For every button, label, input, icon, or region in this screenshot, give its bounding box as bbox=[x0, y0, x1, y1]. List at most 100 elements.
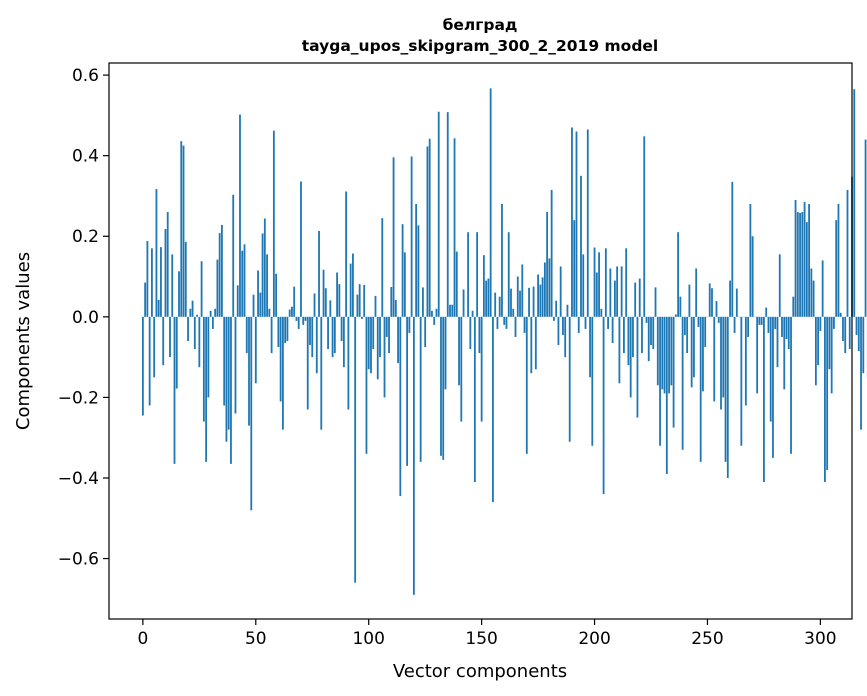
bar bbox=[860, 316, 862, 430]
bar bbox=[408, 316, 411, 333]
bar bbox=[209, 310, 212, 317]
bar bbox=[182, 145, 185, 317]
bar bbox=[141, 316, 144, 416]
bar bbox=[758, 316, 761, 325]
bar bbox=[304, 316, 307, 321]
bar bbox=[636, 316, 639, 418]
bar bbox=[760, 316, 763, 325]
bar bbox=[313, 293, 316, 317]
bar bbox=[315, 316, 318, 374]
bar bbox=[245, 316, 248, 354]
bar bbox=[281, 316, 284, 430]
bar bbox=[379, 316, 381, 358]
bar bbox=[611, 316, 614, 344]
bar bbox=[595, 272, 598, 317]
bar bbox=[512, 308, 515, 317]
bar bbox=[580, 175, 582, 317]
bar bbox=[543, 262, 546, 317]
bar bbox=[717, 316, 720, 323]
bar bbox=[604, 248, 607, 317]
x-tick-label: 250 bbox=[691, 629, 723, 649]
bar bbox=[259, 292, 262, 317]
bar bbox=[796, 212, 799, 317]
bar bbox=[613, 280, 616, 317]
bar bbox=[453, 138, 456, 317]
bar bbox=[394, 299, 397, 317]
bar bbox=[638, 278, 641, 317]
bar bbox=[162, 316, 165, 366]
bar bbox=[345, 191, 348, 317]
bar bbox=[358, 284, 361, 317]
bar bbox=[787, 316, 790, 350]
bar bbox=[412, 316, 415, 595]
plot-frame bbox=[108, 62, 853, 620]
bar-series bbox=[141, 88, 867, 595]
bar bbox=[275, 273, 278, 317]
bar bbox=[722, 316, 725, 398]
bar bbox=[306, 316, 309, 410]
y-tick-label: −0.6 bbox=[58, 550, 99, 570]
bar bbox=[525, 316, 528, 454]
bar bbox=[295, 316, 298, 321]
bar bbox=[523, 316, 526, 333]
bar bbox=[173, 316, 176, 464]
bar bbox=[711, 288, 713, 317]
bar bbox=[460, 316, 463, 422]
bar bbox=[620, 266, 623, 317]
y-tick-label: 0.6 bbox=[72, 66, 99, 86]
bar bbox=[862, 316, 865, 374]
bar bbox=[625, 248, 628, 317]
bar bbox=[329, 300, 332, 317]
bar bbox=[769, 316, 772, 422]
bar bbox=[505, 316, 508, 329]
bar bbox=[817, 316, 820, 366]
y-tick-label: −0.4 bbox=[58, 469, 99, 489]
bar bbox=[327, 316, 329, 350]
bar bbox=[756, 316, 759, 394]
bar bbox=[333, 316, 336, 354]
bar bbox=[266, 254, 268, 317]
bar bbox=[808, 204, 810, 317]
bar bbox=[367, 316, 370, 370]
bar bbox=[571, 127, 573, 317]
bar bbox=[169, 316, 171, 358]
bar bbox=[492, 316, 494, 503]
bar bbox=[765, 307, 768, 317]
bar bbox=[654, 287, 657, 317]
bar bbox=[812, 280, 815, 317]
bar bbox=[426, 146, 429, 317]
bar bbox=[778, 254, 781, 317]
bar bbox=[322, 269, 325, 317]
bar bbox=[830, 316, 833, 394]
bar bbox=[534, 316, 537, 370]
bar bbox=[207, 316, 210, 398]
bar bbox=[383, 316, 386, 398]
bar bbox=[826, 316, 829, 470]
bar bbox=[785, 316, 788, 339]
bar bbox=[699, 316, 702, 462]
bar bbox=[857, 316, 860, 352]
bar bbox=[805, 222, 808, 317]
bar bbox=[566, 304, 569, 317]
y-axis-ticks: −0.6 −0.4 −0.2 0.0 0.2 0.4 0.6 bbox=[58, 66, 109, 570]
bar bbox=[643, 136, 646, 317]
bar bbox=[462, 289, 465, 317]
bar bbox=[833, 316, 835, 329]
bar bbox=[248, 316, 250, 426]
bar bbox=[679, 296, 682, 317]
bar bbox=[573, 220, 576, 317]
bar bbox=[385, 316, 388, 337]
bar bbox=[216, 259, 219, 317]
bar bbox=[467, 232, 469, 317]
bar bbox=[370, 316, 372, 374]
bar bbox=[695, 268, 698, 317]
bar bbox=[300, 181, 302, 317]
bar bbox=[688, 284, 691, 317]
bar bbox=[297, 316, 300, 329]
bar bbox=[417, 225, 420, 317]
bar bbox=[397, 316, 399, 364]
bar bbox=[772, 316, 774, 458]
bar bbox=[250, 316, 253, 511]
bar bbox=[589, 316, 591, 378]
bar bbox=[715, 301, 718, 317]
